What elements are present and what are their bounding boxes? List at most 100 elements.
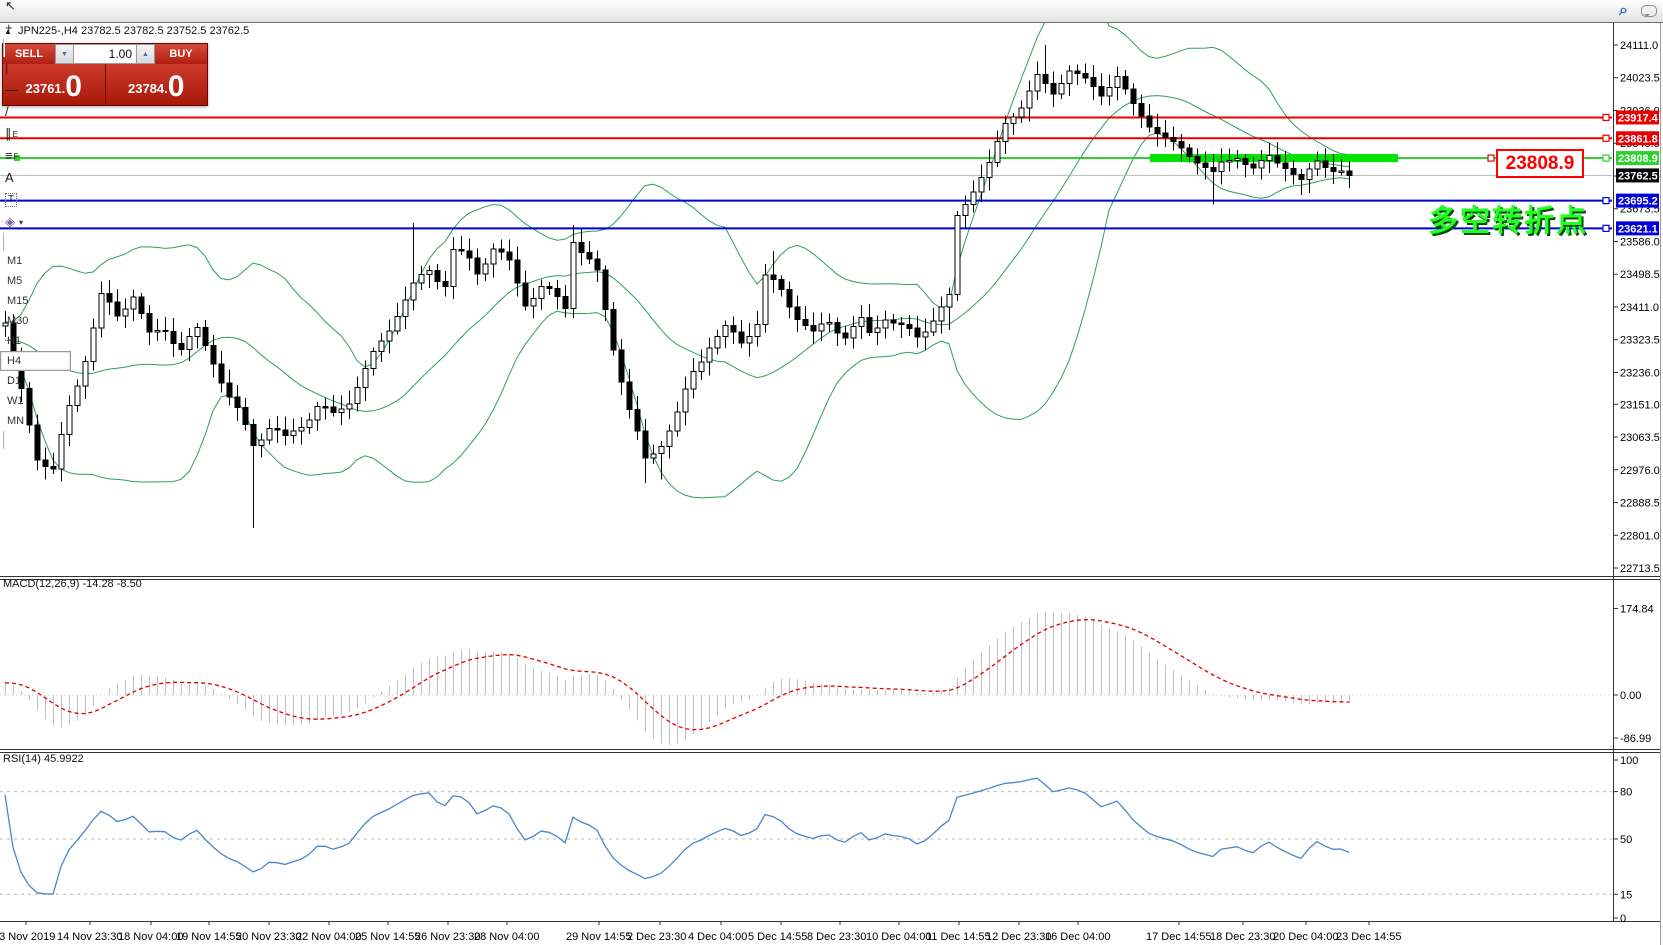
vertical-line-icon[interactable]: |: [0, 57, 71, 79]
svg-text:0: 0: [1620, 913, 1626, 925]
cursor-icon[interactable]: ↖: [0, 0, 71, 17]
text-label-icon[interactable]: T: [0, 189, 71, 211]
svg-text:23586.0: 23586.0: [1620, 236, 1660, 248]
svg-text:5 Dec 14:55: 5 Dec 14:55: [748, 931, 807, 943]
svg-text:15: 15: [1620, 889, 1632, 901]
svg-text:12 Dec 23:30: 12 Dec 23:30: [986, 931, 1051, 943]
timeframe-m30[interactable]: M30: [7, 315, 29, 327]
svg-text:22 Nov 04:00: 22 Nov 04:00: [296, 931, 361, 943]
svg-text:23861.8: 23861.8: [1618, 133, 1658, 145]
svg-text:23498.5: 23498.5: [1620, 269, 1660, 281]
svg-text:28 Nov 04:00: 28 Nov 04:00: [474, 931, 539, 943]
macd-label: MACD(12,26,9) -14.28 -8.50: [3, 578, 142, 590]
svg-text:-86.99: -86.99: [1620, 733, 1651, 745]
svg-text:23917.4: 23917.4: [1618, 112, 1659, 124]
crosshair-icon[interactable]: +: [0, 17, 71, 39]
buy-price[interactable]: 23784. 0: [105, 64, 207, 105]
svg-text:174.84: 174.84: [1620, 603, 1654, 615]
toolbar-right: ⌕: [1614, 0, 1663, 22]
svg-text:23 Dec 14:55: 23 Dec 14:55: [1336, 931, 1401, 943]
svg-text:23151.0: 23151.0: [1620, 399, 1660, 411]
chevron-down-icon: ▾: [19, 217, 24, 227]
chat-icon[interactable]: [1641, 5, 1657, 17]
volume-input[interactable]: 1.00: [74, 44, 136, 64]
timeframe-mn[interactable]: MN: [7, 415, 25, 427]
cursor-icon: ↖: [5, 0, 16, 13]
buy-price-main: 23784.: [128, 81, 168, 96]
text-label-icon: T: [5, 193, 18, 207]
arrows-icon: ◈: [5, 214, 15, 229]
svg-text:23621.1: 23621.1: [1618, 223, 1658, 235]
svg-text:80: 80: [1620, 787, 1632, 799]
timeframe-d1[interactable]: D1: [7, 375, 22, 387]
timeframe-m5[interactable]: M5: [7, 275, 23, 287]
svg-text:22888.5: 22888.5: [1620, 498, 1660, 510]
turning-point-annotation[interactable]: 多空转折点: [1428, 205, 1588, 238]
text-icon: A: [5, 170, 14, 185]
symbol-timeframe: JPN225-,H4: [17, 25, 78, 37]
timeframe-h1[interactable]: H1: [7, 335, 22, 347]
timeframe-w1[interactable]: W1: [7, 395, 24, 407]
sell-price-main: 23761.: [25, 81, 66, 96]
svg-text:24111.0: 24111.0: [1620, 40, 1658, 52]
horizontal-line-icon: —: [5, 82, 18, 97]
text-icon[interactable]: A: [0, 167, 71, 189]
volume-decrease-button[interactable]: ▼: [55, 44, 74, 64]
buy-button[interactable]: BUY: [155, 44, 207, 64]
toolbar-left: ▤新订单◆▥◉▶自动交易∥▮∿⊕⊖▦⇥⇤+▾◷▾▤▾↖+|—/∥E≡FAT◈▾M…: [0, 0, 72, 449]
symbol-marker-icon: ▲: [4, 27, 12, 36]
volume-increase-button[interactable]: ▲: [136, 44, 155, 64]
ohlc-high: 23782.5: [123, 25, 164, 37]
trendline-icon: /: [5, 104, 9, 119]
svg-text:26 Nov 23:30: 26 Nov 23:30: [415, 931, 480, 943]
svg-text:4 Dec 04:00: 4 Dec 04:00: [688, 931, 747, 943]
trendline-icon[interactable]: /: [0, 101, 71, 123]
fibonacci-icon: ≡: [5, 148, 13, 163]
svg-text:23236.0: 23236.0: [1620, 367, 1660, 379]
svg-text:13 Nov 2019: 13 Nov 2019: [0, 931, 55, 943]
svg-text:100: 100: [1620, 755, 1638, 767]
rsi-label: RSI(14) 45.9922: [3, 753, 84, 765]
sell-price-pip: 0: [65, 70, 82, 103]
arrows-icon[interactable]: ◈ ▾: [0, 211, 71, 233]
vertical-line-icon: |: [5, 60, 9, 75]
svg-text:22976.0: 22976.0: [1620, 465, 1660, 477]
svg-text:23762.5: 23762.5: [1618, 170, 1658, 182]
toolbar-separator: [3, 233, 5, 251]
svg-text:10 Dec 04:00: 10 Dec 04:00: [866, 931, 931, 943]
ohlc-low: 23752.5: [166, 25, 207, 37]
ohlc-open: 23782.5: [80, 25, 121, 37]
svg-text:19 Nov 14:55: 19 Nov 14:55: [176, 931, 241, 943]
fibonacci-icon[interactable]: ≡ F: [0, 145, 71, 167]
svg-text:8 Dec 23:30: 8 Dec 23:30: [807, 931, 866, 943]
svg-text:18 Dec 23:30: 18 Dec 23:30: [1210, 931, 1275, 943]
sell-button[interactable]: SELL: [3, 44, 55, 64]
horizontal-line-icon[interactable]: —: [0, 79, 71, 101]
timeframe-h4[interactable]: H4: [0, 351, 72, 371]
svg-text:11 Dec 14:55: 11 Dec 14:55: [926, 931, 991, 943]
svg-text:14 Nov 23:30: 14 Nov 23:30: [57, 931, 122, 943]
svg-text:20 Dec 04:00: 20 Dec 04:00: [1273, 931, 1338, 943]
search-icon[interactable]: ⌕: [1619, 2, 1628, 19]
svg-text:23323.5: 23323.5: [1620, 335, 1660, 347]
equidistant-channel-icon: ∥: [5, 126, 12, 141]
equidistant-channel-icon[interactable]: ∥ E: [0, 123, 71, 145]
svg-text:23695.2: 23695.2: [1618, 196, 1658, 208]
ohlc-banner: ▲ JPN225-,H4 23782.5 23782.5 23752.5 237…: [4, 25, 249, 37]
svg-text:23411.0: 23411.0: [1620, 302, 1659, 314]
svg-text:20 Nov 23:30: 20 Nov 23:30: [236, 931, 301, 943]
svg-text:29 Nov 14:55: 29 Nov 14:55: [566, 931, 631, 943]
svg-text:23063.5: 23063.5: [1620, 432, 1660, 444]
svg-text:18 Nov 04:00: 18 Nov 04:00: [118, 931, 183, 943]
svg-text:23808.9: 23808.9: [1618, 153, 1658, 165]
timeframe-m15[interactable]: M15: [7, 295, 29, 307]
svg-text:2 Dec 23:30: 2 Dec 23:30: [627, 931, 686, 943]
svg-text:25 Nov 14:55: 25 Nov 14:55: [355, 931, 420, 943]
price-callout-box[interactable]: 23808.9: [1496, 149, 1584, 178]
svg-text:17 Dec 14:55: 17 Dec 14:55: [1146, 931, 1211, 943]
timeframe-m1[interactable]: M1: [7, 255, 23, 267]
sell-price[interactable]: 23761. 0: [3, 64, 105, 105]
crosshair-icon: +: [5, 20, 13, 35]
svg-text:50: 50: [1620, 834, 1632, 846]
